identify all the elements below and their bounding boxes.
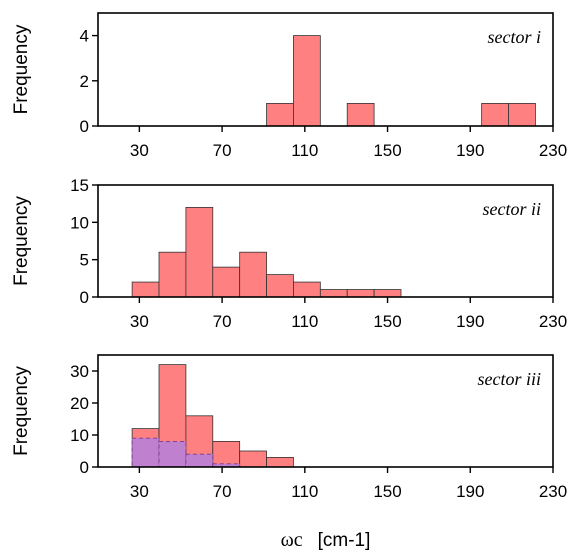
bar-s1-b1 (158, 440, 187, 468)
y-tick-label: 5 (80, 251, 89, 270)
bar-s0-b1 (158, 251, 187, 298)
x-axis-unit: [cm-1] (318, 530, 371, 551)
bar-s0-b2 (346, 103, 375, 127)
bar-s0-b4 (239, 450, 267, 468)
x-axis-symbol: ωc (281, 529, 303, 551)
bar-s0-b9 (373, 289, 402, 298)
bar-s0-b0 (131, 281, 160, 298)
y-tick-label: 0 (80, 117, 89, 136)
x-tick-label: 150 (373, 482, 401, 501)
bar-s0-b5 (266, 274, 294, 298)
y-tick-label: 2 (80, 72, 89, 91)
x-axis-label: ωc [cm-1] (281, 529, 371, 551)
x-tick-label: 30 (130, 312, 149, 331)
panel-sector-i: 30 70 110 150 190 230 0 2 4 Frequency sector i (11, 12, 567, 160)
y-tick-label: 30 (70, 362, 89, 381)
panel-sector-iii: 30 70 110 150 190 230 0 10 20 30 Frequency sector i… (11, 354, 567, 501)
bar-s0-b2 (185, 206, 214, 298)
x-tick-label: 70 (213, 141, 232, 160)
y-tick-label: 4 (80, 27, 89, 46)
x-tick-label: 190 (456, 312, 484, 331)
x-tick-label: 190 (456, 141, 484, 160)
y-tick-label: 0 (80, 458, 89, 477)
x-tick-label: 150 (373, 312, 401, 331)
panel-sector-ii: 30 70 110 150 190 230 0 5 10 15 Frequency sector ii (11, 176, 567, 331)
bar-s1-b0 (131, 437, 160, 468)
bar-s0-b5 (266, 456, 294, 468)
x-tick-label: 190 (456, 482, 484, 501)
x-tick-label: 70 (213, 482, 232, 501)
y-tick-label: 10 (70, 426, 89, 445)
y-axis-label: Frequency (11, 24, 32, 114)
bar-s0-b3 (481, 103, 509, 127)
x-tick-label: 150 (373, 141, 401, 160)
sector-label: sector iii (478, 369, 542, 389)
bar-s0-b4 (239, 251, 267, 298)
y-axis-label: Frequency (11, 366, 32, 456)
bar-s0-b1 (293, 35, 321, 127)
bar-s0-b3 (212, 266, 241, 298)
bar-s0-b0 (266, 103, 294, 127)
bar-s1-b2 (185, 453, 214, 468)
y-tick-label: 15 (70, 176, 89, 195)
plot-frame (97, 354, 554, 468)
y-axis-label: Frequency (11, 196, 32, 286)
x-tick-label: 110 (291, 141, 318, 160)
bar-s0-b8 (346, 289, 375, 298)
bar-s0-b7 (319, 289, 348, 298)
x-tick-label: 230 (539, 312, 567, 331)
plot-frame (97, 184, 554, 298)
x-tick-label: 30 (130, 141, 149, 160)
y-tick-label: 0 (80, 288, 89, 307)
x-tick-label: 70 (213, 312, 232, 331)
x-tick-label: 230 (539, 141, 567, 160)
x-tick-label: 230 (539, 482, 567, 501)
x-tick-label: 30 (130, 482, 149, 501)
bar-s0-b4 (508, 103, 536, 127)
bar-s0-b6 (293, 281, 321, 298)
x-tick-label: 110 (291, 482, 318, 501)
sector-label: sector ii (483, 199, 542, 219)
x-tick-label: 110 (291, 312, 318, 331)
plot-frame (97, 12, 554, 127)
sector-label: sector i (488, 27, 542, 47)
y-tick-label: 20 (70, 394, 89, 413)
y-tick-label: 10 (70, 213, 89, 232)
bar-s0-b3 (212, 440, 241, 468)
